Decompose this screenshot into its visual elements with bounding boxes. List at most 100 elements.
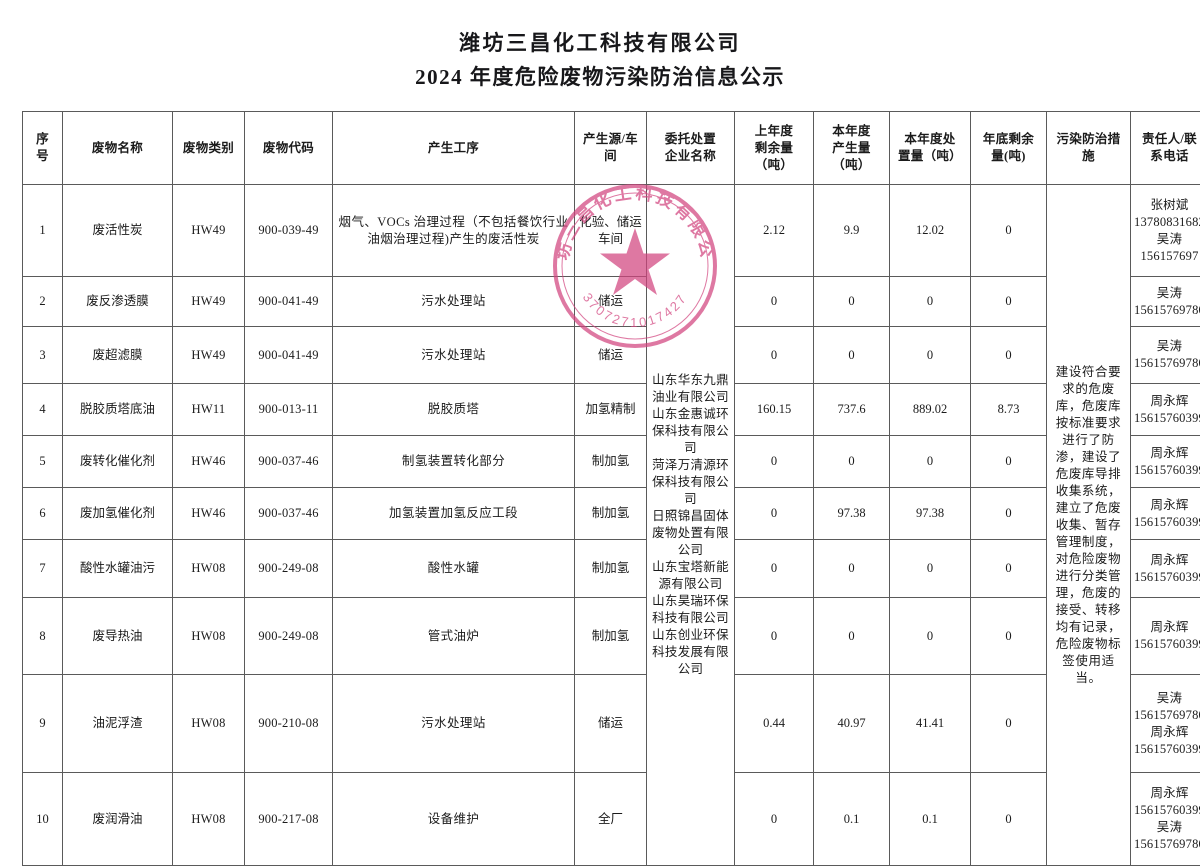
cell-prev-year-left: 2.12 <box>734 184 814 277</box>
cell-year-disposed: 0 <box>889 276 971 327</box>
cell-serial-no: 7 <box>22 539 63 598</box>
cell-year-disposed: 889.02 <box>889 383 971 436</box>
cell-responsible-contact: 周永辉 15615760399 <box>1130 435 1200 488</box>
cell-serial-no: 9 <box>22 674 63 773</box>
col-header-entrusted-company: 委托处置 企业名称 <box>646 111 735 185</box>
cell-year-generated: 0 <box>813 597 890 675</box>
col-header-waste-category: 废物类别 <box>172 111 245 185</box>
table-body: 1 废活性炭 HW49 900-039-49 烟气、VOCs 治理过程（不包括餐… <box>22 184 1200 866</box>
hazardous-waste-table: 序 号 废物名称 废物类别 废物代码 产生工序 产生源/车 间 委托处置 企业名… <box>22 111 1200 866</box>
cell-responsible-contact: 周永辉 15615760399 <box>1130 487 1200 540</box>
cell-waste-name: 废转化催化剂 <box>62 435 173 488</box>
cell-serial-no: 4 <box>22 383 63 436</box>
cell-prev-year-left: 160.15 <box>734 383 814 436</box>
cell-waste-code: 900-037-46 <box>244 435 333 488</box>
cell-source-workshop: 制加氢 <box>574 539 647 598</box>
cell-year-generated: 0 <box>813 326 890 384</box>
cell-prev-year-left: 0.44 <box>734 674 814 773</box>
cell-waste-category: HW08 <box>172 597 245 675</box>
cell-year-end-left: 0 <box>970 435 1047 488</box>
cell-generating-process: 烟气、VOCs 治理过程（不包括餐饮行业油烟治理过程)产生的废活性炭 <box>332 184 575 277</box>
cell-serial-no: 1 <box>22 184 63 277</box>
cell-year-generated: 0 <box>813 539 890 598</box>
table-row: 2 废反渗透膜 HW49 900-041-49 污水处理站 储运 0 0 0 0… <box>22 276 1200 327</box>
cell-year-end-left: 0 <box>970 674 1047 773</box>
page-title-subject: 2024 年度危险废物污染防治信息公示 <box>415 65 785 89</box>
table-row: 5 废转化催化剂 HW46 900-037-46 制氢装置转化部分 制加氢 0 … <box>22 435 1200 488</box>
cell-responsible-contact: 吴涛 15615769780 <box>1130 326 1200 384</box>
cell-serial-no: 3 <box>22 326 63 384</box>
cell-waste-category: HW08 <box>172 539 245 598</box>
cell-waste-category: HW46 <box>172 435 245 488</box>
table-row: 10 废润滑油 HW08 900-217-08 设备维护 全厂 0 0.1 0.… <box>22 772 1200 866</box>
cell-waste-code: 900-210-08 <box>244 674 333 773</box>
cell-source-workshop: 制加氢 <box>574 435 647 488</box>
table-row: 4 脱胶质塔底油 HW11 900-013-11 脱胶质塔 加氢精制 160.1… <box>22 383 1200 436</box>
cell-waste-category: HW08 <box>172 674 245 773</box>
cell-year-disposed: 0 <box>889 435 971 488</box>
cell-serial-no: 6 <box>22 487 63 540</box>
cell-generating-process: 制氢装置转化部分 <box>332 435 575 488</box>
col-header-year-disposed: 本年度处 置量（吨） <box>889 111 971 185</box>
cell-generating-process: 设备维护 <box>332 772 575 866</box>
table-header-row: 序 号 废物名称 废物类别 废物代码 产生工序 产生源/车 间 委托处置 企业名… <box>22 111 1200 185</box>
cell-waste-name: 脱胶质塔底油 <box>62 383 173 436</box>
cell-serial-no: 10 <box>22 772 63 866</box>
cell-prev-year-left: 0 <box>734 435 814 488</box>
cell-responsible-contact: 周永辉 15615760399 <box>1130 597 1200 675</box>
cell-year-end-left: 0 <box>970 772 1047 866</box>
cell-waste-code: 900-037-46 <box>244 487 333 540</box>
cell-year-generated: 0.1 <box>813 772 890 866</box>
table-row: 3 废超滤膜 HW49 900-041-49 污水处理站 储运 0 0 0 0 … <box>22 326 1200 384</box>
cell-waste-category: HW49 <box>172 276 245 327</box>
cell-source-workshop: 化验、储运车间 <box>574 184 647 277</box>
cell-waste-code: 900-041-49 <box>244 326 333 384</box>
cell-waste-category: HW49 <box>172 326 245 384</box>
cell-year-end-left: 0 <box>970 184 1047 277</box>
cell-generating-process: 污水处理站 <box>332 276 575 327</box>
cell-prev-year-left: 0 <box>734 772 814 866</box>
cell-waste-name: 废超滤膜 <box>62 326 173 384</box>
cell-waste-category: HW11 <box>172 383 245 436</box>
cell-source-workshop: 制加氢 <box>574 597 647 675</box>
cell-prev-year-left: 0 <box>734 276 814 327</box>
cell-waste-code: 900-039-49 <box>244 184 333 277</box>
cell-waste-name: 油泥浮渣 <box>62 674 173 773</box>
col-header-year-generated: 本年度 产生量 （吨） <box>813 111 890 185</box>
cell-serial-no: 2 <box>22 276 63 327</box>
cell-waste-name: 废润滑油 <box>62 772 173 866</box>
cell-year-generated: 0 <box>813 276 890 327</box>
col-header-waste-code: 废物代码 <box>244 111 333 185</box>
cell-year-disposed: 97.38 <box>889 487 971 540</box>
table-row: 8 废导热油 HW08 900-249-08 管式油炉 制加氢 0 0 0 0 … <box>22 597 1200 675</box>
cell-generating-process: 管式油炉 <box>332 597 575 675</box>
col-header-pollution-measures: 污染防治措 施 <box>1046 111 1131 185</box>
cell-year-generated: 40.97 <box>813 674 890 773</box>
cell-serial-no: 8 <box>22 597 63 675</box>
cell-year-disposed: 0 <box>889 326 971 384</box>
cell-source-workshop: 制加氢 <box>574 487 647 540</box>
cell-responsible-contact: 吴涛 15615769780 周永辉 15615760399 <box>1130 674 1200 773</box>
cell-prev-year-left: 0 <box>734 597 814 675</box>
cell-waste-code: 900-249-08 <box>244 597 333 675</box>
cell-year-end-left: 8.73 <box>970 383 1047 436</box>
cell-prev-year-left: 0 <box>734 487 814 540</box>
table-row: 7 酸性水罐油污 HW08 900-249-08 酸性水罐 制加氢 0 0 0 … <box>22 539 1200 598</box>
cell-responsible-contact: 周永辉 15615760399 <box>1130 383 1200 436</box>
cell-year-end-left: 0 <box>970 539 1047 598</box>
cell-waste-name: 废导热油 <box>62 597 173 675</box>
col-header-generating-process: 产生工序 <box>332 111 575 185</box>
cell-generating-process: 污水处理站 <box>332 326 575 384</box>
cell-year-disposed: 0 <box>889 597 971 675</box>
cell-serial-no: 5 <box>22 435 63 488</box>
cell-source-workshop: 储运 <box>574 276 647 327</box>
cell-year-disposed: 0 <box>889 539 971 598</box>
cell-responsible-contact: 周永辉 15615760399 <box>1130 539 1200 598</box>
col-header-prev-year-left: 上年度 剩余量 （吨） <box>734 111 814 185</box>
cell-generating-process: 加氢装置加氢反应工段 <box>332 487 575 540</box>
table-container: 潍坊三昌化工科技有限公司 3707271017427 <box>22 111 1200 866</box>
cell-waste-name: 废加氢催化剂 <box>62 487 173 540</box>
cell-source-workshop: 全厂 <box>574 772 647 866</box>
cell-responsible-contact: 张树斌 13780831682 吴涛 156157697 <box>1130 184 1200 277</box>
